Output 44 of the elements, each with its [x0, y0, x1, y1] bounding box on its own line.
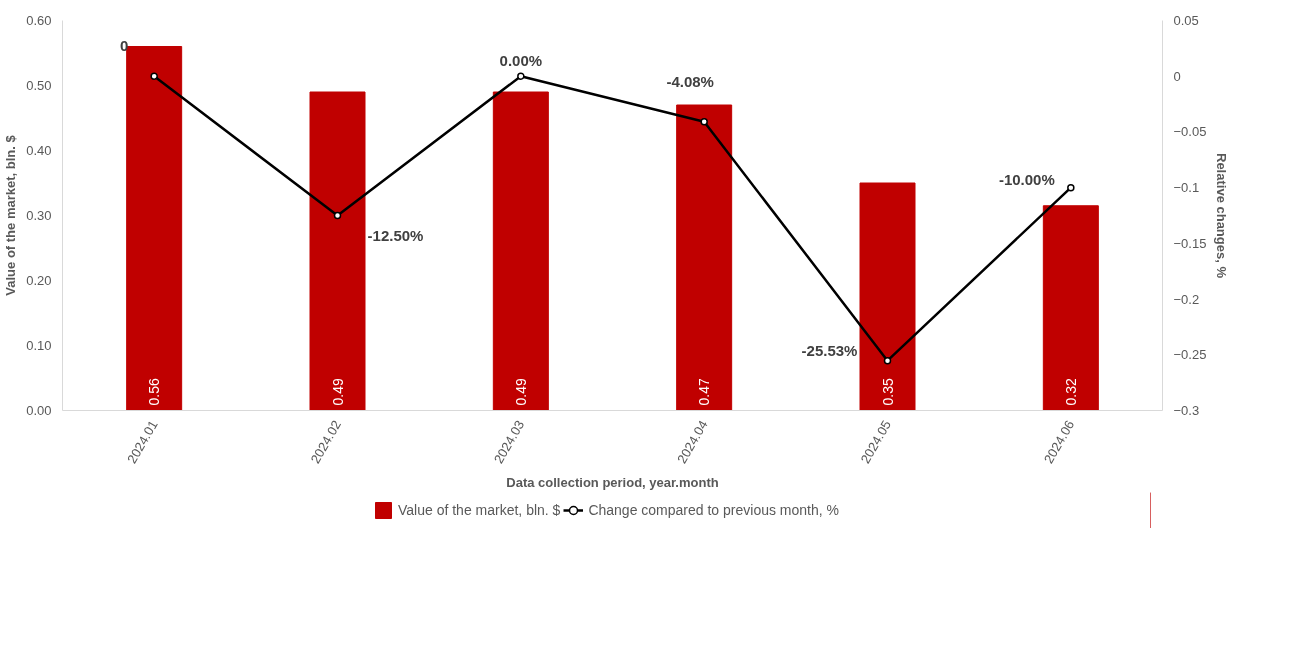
- legend-label: Change compared to previous month, %: [588, 502, 839, 518]
- point: [517, 72, 525, 80]
- y2-tick-label: −0.1: [1173, 180, 1200, 196]
- point: [1067, 183, 1075, 192]
- data-label: -12.50%: [367, 227, 424, 244]
- point: [150, 72, 158, 80]
- y2-axis-title: Relative changes, %: [1214, 153, 1230, 279]
- bar: [126, 46, 183, 411]
- bar: [859, 182, 916, 411]
- data-label: 0.35: [879, 378, 896, 406]
- y-tick-label: 0.40: [26, 143, 52, 158]
- y-tick-label: 0.60: [26, 13, 52, 28]
- y2-tick-label: −0.2: [1173, 291, 1200, 307]
- bar: [1042, 205, 1099, 411]
- point: [333, 211, 342, 220]
- bar: [492, 91, 549, 411]
- y-tick-label: 0.20: [26, 273, 52, 288]
- bar: [309, 91, 366, 411]
- bar: [676, 104, 733, 411]
- y2-tick-label: −0.25: [1173, 347, 1207, 363]
- data-label: 0.49: [329, 378, 346, 406]
- y2-tick-label: 0.05: [1173, 13, 1199, 28]
- y-tick-label: 0.00: [26, 403, 52, 418]
- x-axis-title: Data collection period, year.month: [506, 474, 719, 490]
- legend-label: Value of the market, bln. $: [398, 502, 561, 518]
- y2-tick-label: −0.05: [1173, 124, 1207, 140]
- data-label: 0.00%: [499, 51, 543, 69]
- y-tick-label: 0.10: [26, 338, 52, 353]
- data-label: -25.53%: [801, 342, 858, 360]
- point: [883, 356, 892, 365]
- y2-tick-label: −0.3: [1173, 403, 1200, 418]
- point: [700, 117, 708, 126]
- data-label: 0.47: [696, 378, 713, 406]
- y-tick-label: 0.30: [26, 208, 52, 223]
- y2-tick-label: −0.15: [1173, 235, 1207, 251]
- y-tick-label: 0.50: [26, 78, 52, 93]
- y-axis-title: Value of the market, bln. $: [3, 134, 19, 296]
- data-label: -10.00%: [998, 171, 1055, 189]
- data-label: 0: [120, 37, 129, 55]
- data-label: 0.56: [146, 378, 163, 406]
- data-label: -4.08%: [666, 73, 714, 91]
- data-label: 0.49: [512, 378, 529, 406]
- data-label: 0.32: [1062, 378, 1079, 406]
- y2-tick-label: 0: [1173, 68, 1181, 84]
